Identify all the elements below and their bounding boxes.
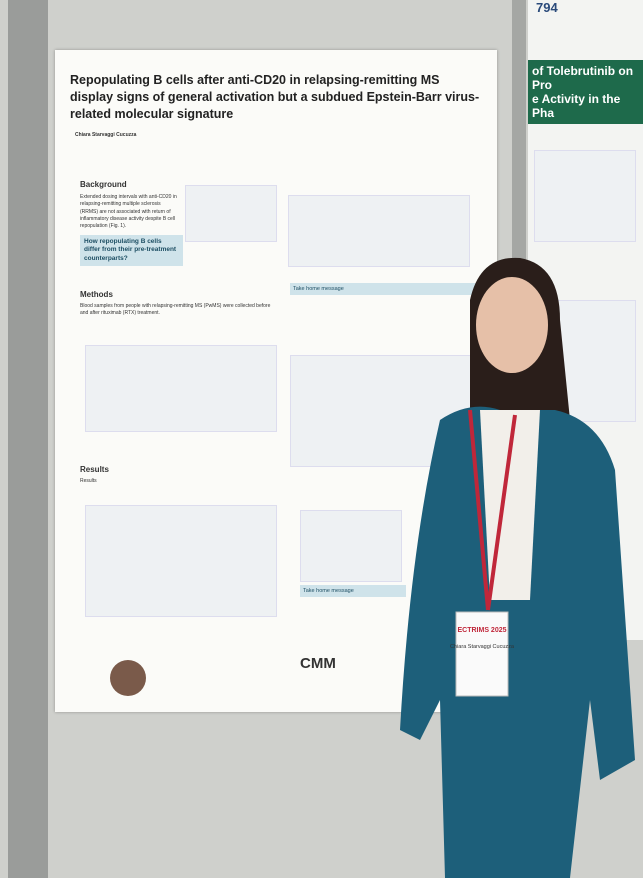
- figure: [534, 150, 636, 242]
- poster-number: 794: [536, 0, 558, 15]
- poster-title: Repopulating B cells after anti-CD20 in …: [70, 73, 480, 121]
- figure: [300, 510, 402, 582]
- poster-title: of Tolebrutinib on Pro e Activity in the…: [528, 60, 643, 124]
- section-text: Extended dosing intervals with anti-CD20…: [80, 194, 177, 229]
- figure: [185, 185, 277, 242]
- face: [476, 277, 548, 373]
- section-text: Blood samples from people with relapsing…: [80, 303, 271, 317]
- figure: [288, 195, 470, 267]
- figure: [85, 345, 277, 432]
- question-box: How repopulating B cells differ from the…: [80, 235, 183, 267]
- badge: [455, 611, 509, 697]
- take-home-box: Take home message: [290, 283, 476, 295]
- lanyard: [468, 409, 490, 611]
- take-home-box: Take home message: [300, 585, 406, 597]
- badge-event: ECTRIMS 2025: [457, 627, 506, 634]
- title-line: e Activity in the Pha: [532, 92, 621, 120]
- suit: [400, 406, 635, 878]
- figure: [85, 505, 277, 617]
- section-heading: Methods: [80, 290, 113, 299]
- title-line: of Tolebrutinib on Pro: [532, 64, 634, 92]
- badge-name: Chiara Starvaggi Cucuzza: [450, 644, 515, 650]
- frame-pole: [8, 0, 48, 878]
- authors: Chiara Starvaggi Cucuzza: [75, 132, 137, 138]
- logo: CMM: [300, 655, 336, 672]
- lanyard: [486, 414, 517, 611]
- section-heading: Results: [80, 465, 109, 474]
- section-text: Results: [80, 478, 97, 484]
- section-heading: Background: [80, 180, 127, 189]
- author-photo: [110, 660, 146, 696]
